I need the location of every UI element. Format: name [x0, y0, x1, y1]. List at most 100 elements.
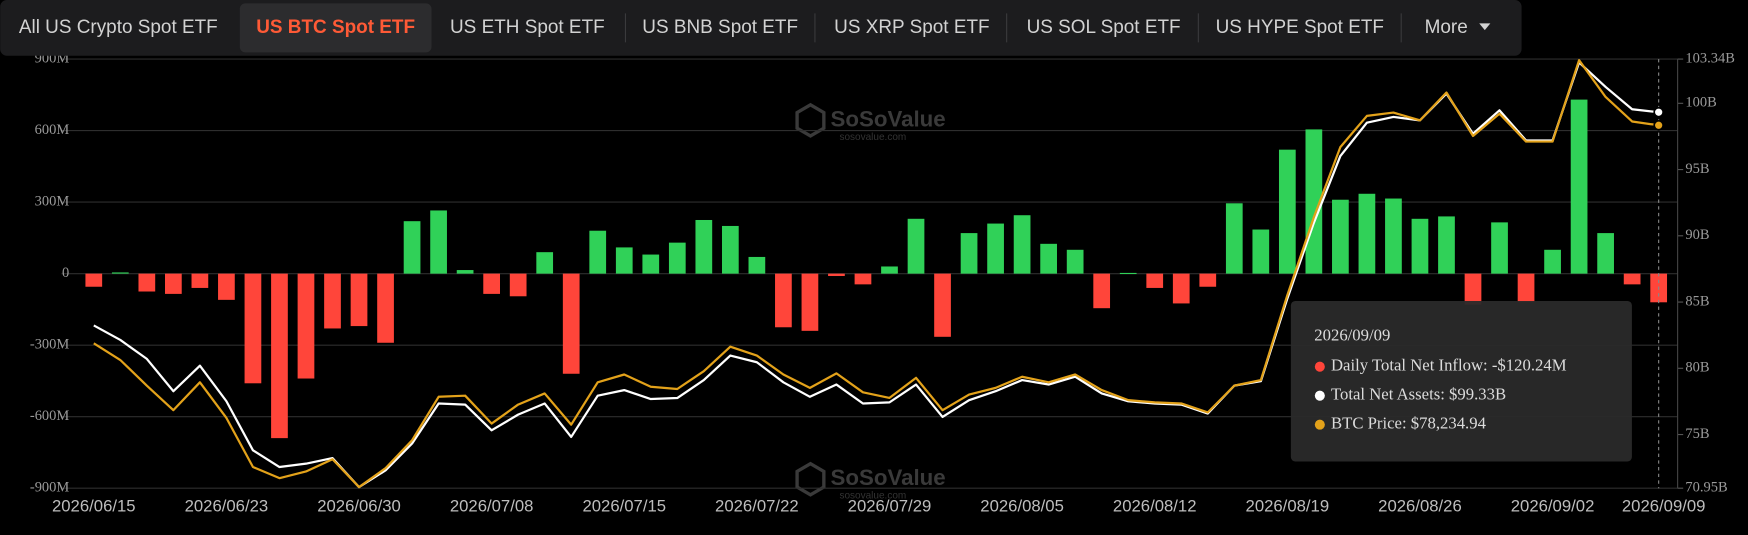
bar	[1093, 273, 1111, 309]
bar	[297, 273, 315, 379]
watermark-icon	[795, 461, 826, 497]
tab[interactable]: US XRP Spot ETF	[834, 17, 989, 38]
y2-tick-label: 75B	[1685, 426, 1709, 442]
bar	[509, 273, 527, 297]
bar	[1066, 249, 1084, 274]
bar	[1385, 198, 1402, 274]
bar	[191, 273, 209, 288]
bar	[111, 272, 129, 274]
bar	[85, 273, 103, 287]
y2-tick-label: 103.34B	[1685, 50, 1734, 66]
x-tick-label: 2026/06/15	[52, 497, 136, 516]
tooltip-dot	[1314, 390, 1325, 401]
x-tick-label: 2026/07/29	[848, 497, 932, 516]
y2-tick-label: 95B	[1685, 161, 1709, 177]
x-tick-label: 2026/06/23	[185, 497, 269, 516]
bar	[589, 230, 607, 274]
bar	[324, 273, 341, 329]
bar	[1199, 273, 1217, 287]
tooltip-item: BTC Price: $78,234.94	[1331, 413, 1487, 432]
bar	[1278, 149, 1296, 274]
x-tick-label: 2026/08/26	[1378, 497, 1462, 516]
y2-tick-label: 70.95B	[1685, 480, 1727, 496]
bar	[881, 266, 898, 274]
watermark-icon	[795, 102, 826, 138]
bar	[1013, 215, 1031, 274]
y2-tick-label: 90B	[1685, 227, 1709, 243]
bar	[987, 223, 1004, 274]
tooltip-item: Daily Total Net Inflow: -$120.24M	[1331, 356, 1567, 375]
tab-active-bg	[239, 3, 432, 53]
bar	[721, 225, 739, 274]
line	[93, 59, 1659, 489]
x-tick-label: 2026/08/12	[1113, 497, 1197, 516]
tooltip-box	[1290, 300, 1632, 462]
bar	[775, 273, 792, 328]
x-tick-label: 2026/09/09	[1622, 497, 1706, 516]
tab[interactable]: All US Crypto Spot ETF	[19, 17, 218, 38]
tooltip-dot	[1314, 419, 1325, 430]
bar	[165, 273, 182, 294]
watermark-sub: sosovalue.com	[839, 132, 906, 143]
bar	[483, 273, 501, 294]
bar	[1491, 222, 1508, 274]
hover-dot	[1653, 119, 1664, 131]
tooltip-dot	[1314, 361, 1325, 372]
tab[interactable]: US BNB Spot ETF	[642, 17, 798, 38]
tab[interactable]: US HYPE Spot ETF	[1216, 17, 1384, 38]
x-tick-label: 2026/09/02	[1511, 497, 1595, 516]
bar	[1570, 99, 1588, 274]
tab[interactable]: US SOL Spot ETF	[1027, 17, 1181, 38]
watermark-sub: sosovalue.com	[839, 491, 906, 502]
tab-bar: All US Crypto Spot ETF US BTC Spot ETF US …	[0, 0, 1522, 56]
bar	[1172, 273, 1190, 304]
bar	[1517, 273, 1535, 303]
bar	[271, 273, 288, 439]
dropdown-caret	[1479, 23, 1491, 31]
tooltip-title: 2026/09/09	[1314, 325, 1390, 344]
bar	[748, 256, 766, 274]
bar	[1623, 273, 1641, 285]
tab[interactable]: US ETH Spot ETF	[450, 17, 605, 38]
hover-dot	[1653, 106, 1664, 118]
bar	[642, 254, 660, 274]
bar	[801, 273, 819, 331]
x-tick-label: 2026/07/22	[715, 497, 799, 516]
y-tick-label: 600M	[35, 122, 70, 138]
bar	[854, 273, 872, 285]
bar	[377, 273, 394, 343]
bar	[1544, 249, 1561, 274]
bar	[218, 273, 235, 300]
bar	[960, 233, 978, 274]
bar	[695, 219, 713, 274]
bar	[562, 273, 580, 374]
bar	[1040, 243, 1057, 274]
bar	[1438, 216, 1455, 274]
bar	[244, 273, 262, 384]
tab[interactable]: US BTC Spot ETF	[256, 17, 415, 38]
bar	[934, 273, 951, 337]
bar	[536, 252, 554, 274]
y-tick-label: -300M	[30, 336, 70, 352]
bar	[350, 273, 368, 327]
bar	[403, 221, 421, 274]
y2-tick-label: 100B	[1685, 95, 1716, 111]
bar	[1252, 229, 1270, 274]
bar	[1225, 203, 1243, 274]
bar	[138, 273, 156, 292]
y-tick-label: 300M	[35, 193, 70, 209]
y2-tick-label: 80B	[1685, 360, 1709, 376]
tab[interactable]: More	[1425, 17, 1468, 38]
bar	[1411, 218, 1429, 274]
tooltip-item: Total Net Assets: $99.33B	[1331, 385, 1506, 404]
bar	[1464, 273, 1482, 305]
bar	[1332, 199, 1349, 274]
y-tick-label: 0	[62, 265, 69, 281]
x-tick-label: 2026/06/30	[317, 497, 401, 516]
bar	[1119, 272, 1137, 275]
x-tick-label: 2026/07/08	[450, 497, 534, 516]
